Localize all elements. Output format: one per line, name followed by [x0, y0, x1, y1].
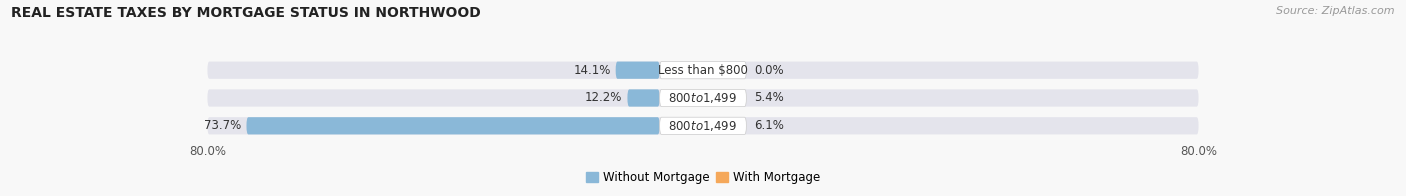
FancyBboxPatch shape [659, 62, 747, 79]
Text: 5.4%: 5.4% [755, 92, 785, 104]
Text: 12.2%: 12.2% [585, 92, 623, 104]
FancyBboxPatch shape [208, 89, 1198, 107]
Text: 0.0%: 0.0% [755, 64, 785, 77]
FancyBboxPatch shape [616, 62, 659, 79]
FancyBboxPatch shape [246, 117, 659, 134]
Text: 6.1%: 6.1% [755, 119, 785, 132]
Text: Source: ZipAtlas.com: Source: ZipAtlas.com [1277, 6, 1395, 16]
FancyBboxPatch shape [659, 89, 747, 107]
Text: $800 to $1,499: $800 to $1,499 [668, 119, 738, 133]
FancyBboxPatch shape [208, 62, 1198, 79]
Text: $800 to $1,499: $800 to $1,499 [668, 91, 738, 105]
Text: 14.1%: 14.1% [574, 64, 610, 77]
FancyBboxPatch shape [208, 117, 1198, 134]
FancyBboxPatch shape [627, 89, 659, 107]
Text: 73.7%: 73.7% [204, 119, 242, 132]
Legend: Without Mortgage, With Mortgage: Without Mortgage, With Mortgage [581, 166, 825, 189]
Text: Less than $800: Less than $800 [658, 64, 748, 77]
FancyBboxPatch shape [659, 117, 747, 134]
Text: REAL ESTATE TAXES BY MORTGAGE STATUS IN NORTHWOOD: REAL ESTATE TAXES BY MORTGAGE STATUS IN … [11, 6, 481, 20]
